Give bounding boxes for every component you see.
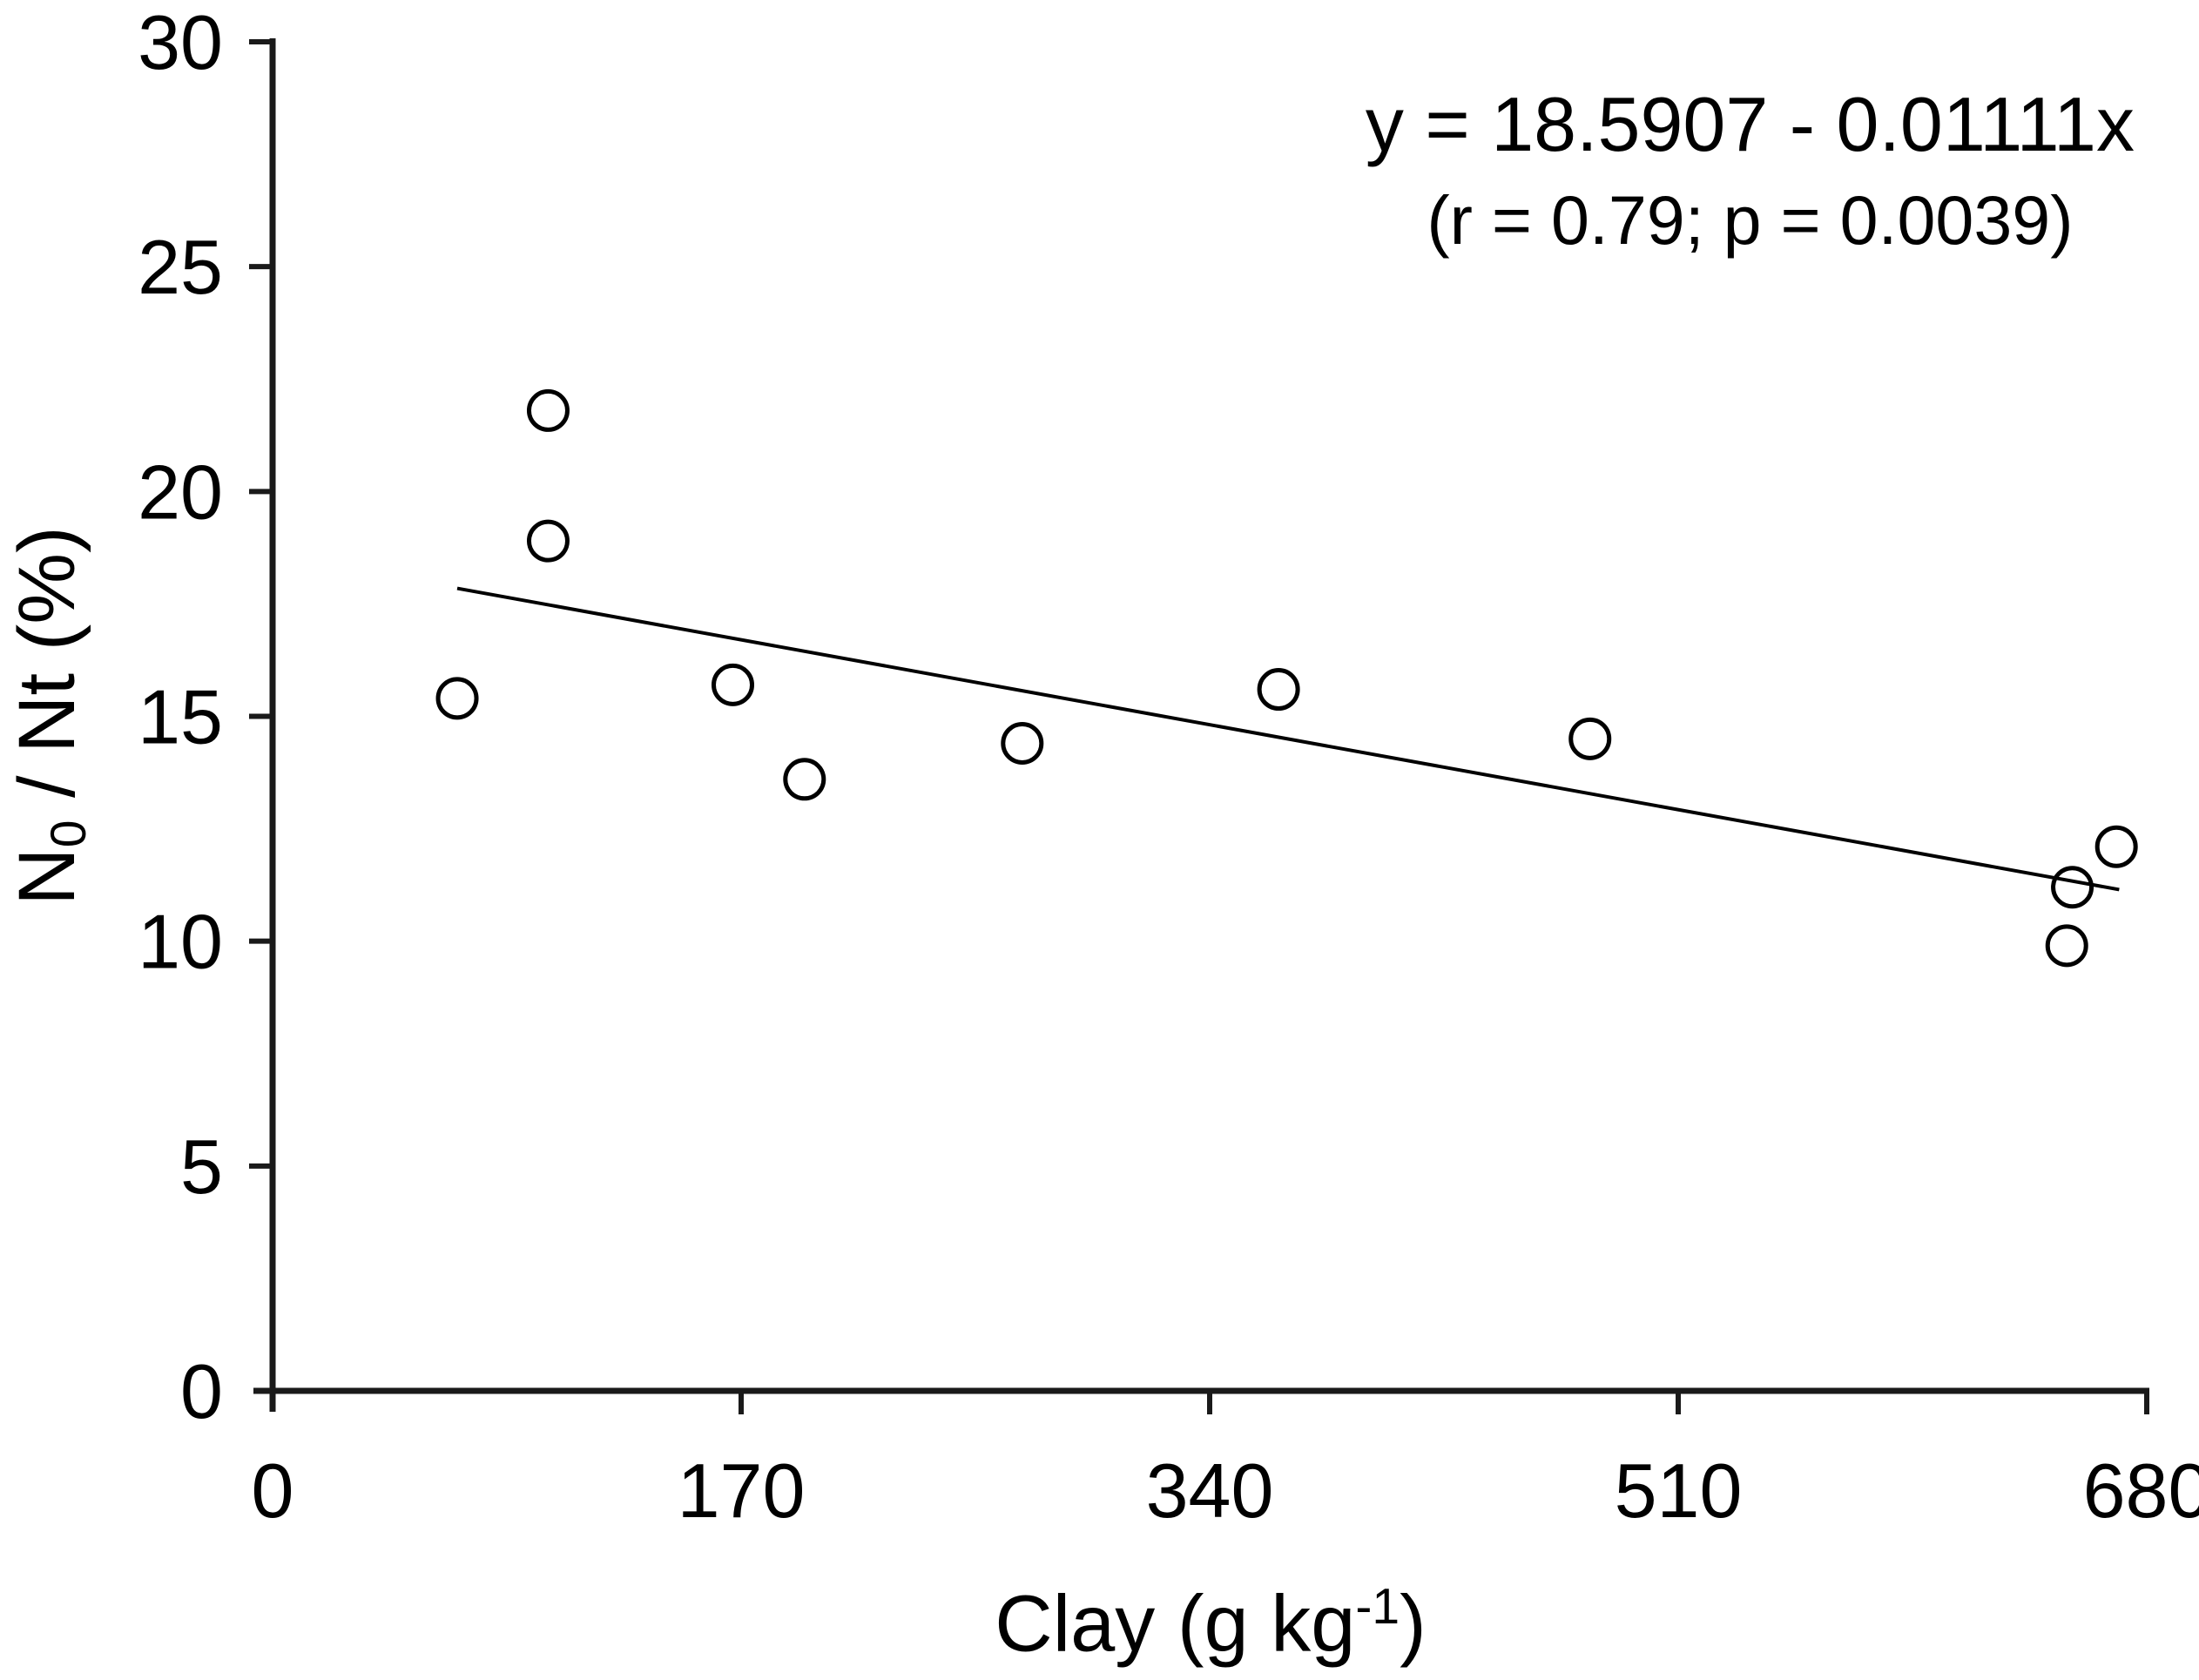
regression-annotation: y = 18.5907 - 0.01111x (r = 0.79; p = 0.… xyxy=(1366,77,2135,264)
y-tick-label: 10 xyxy=(138,899,223,985)
data-point xyxy=(2045,924,2088,968)
data-point xyxy=(2051,866,2094,909)
x-tick-label: 170 xyxy=(678,1447,806,1534)
data-point xyxy=(435,677,479,720)
data-point xyxy=(2094,825,2138,868)
data-point xyxy=(783,758,826,801)
regression-line xyxy=(456,586,2120,892)
y-tick-label: 25 xyxy=(138,224,223,310)
x-tick-label: 0 xyxy=(252,1447,294,1534)
x-axis-title-prefix: Clay (g kg xyxy=(995,1579,1356,1669)
y-axis-title: N0 / Nt (%) xyxy=(2,526,98,906)
x-tick-label: 510 xyxy=(1615,1447,1743,1534)
y-axis-title-suffix: / Nt (%) xyxy=(3,526,92,820)
data-point xyxy=(1257,668,1300,712)
y-tick-label: 0 xyxy=(180,1348,223,1434)
data-point xyxy=(712,663,755,706)
regression-equation-text: y = 18.5907 - 0.01111x xyxy=(1365,81,2135,167)
x-tick-label: 340 xyxy=(1146,1447,1274,1534)
data-point xyxy=(1568,717,1612,760)
x-tick-label: 680 xyxy=(2083,1447,2199,1534)
regression-stats-text: (r = 0.79; p = 0.0039) xyxy=(1427,181,2074,259)
x-axis-title: Clay (g kg-1) xyxy=(995,1578,1427,1670)
y-tick-label: 30 xyxy=(138,0,223,85)
y-tick-label: 15 xyxy=(138,674,223,760)
x-axis-title-suffix: ) xyxy=(1400,1579,1427,1669)
y-tick-label: 5 xyxy=(180,1123,223,1210)
y-tick-label: 20 xyxy=(138,449,223,535)
data-point xyxy=(1001,721,1044,765)
data-point xyxy=(526,388,570,432)
y-axis-title-subscript: 0 xyxy=(40,820,97,848)
y-axis-title-prefix: N xyxy=(3,847,92,906)
x-axis-title-superscript: -1 xyxy=(1355,1579,1400,1635)
data-point xyxy=(526,519,570,563)
